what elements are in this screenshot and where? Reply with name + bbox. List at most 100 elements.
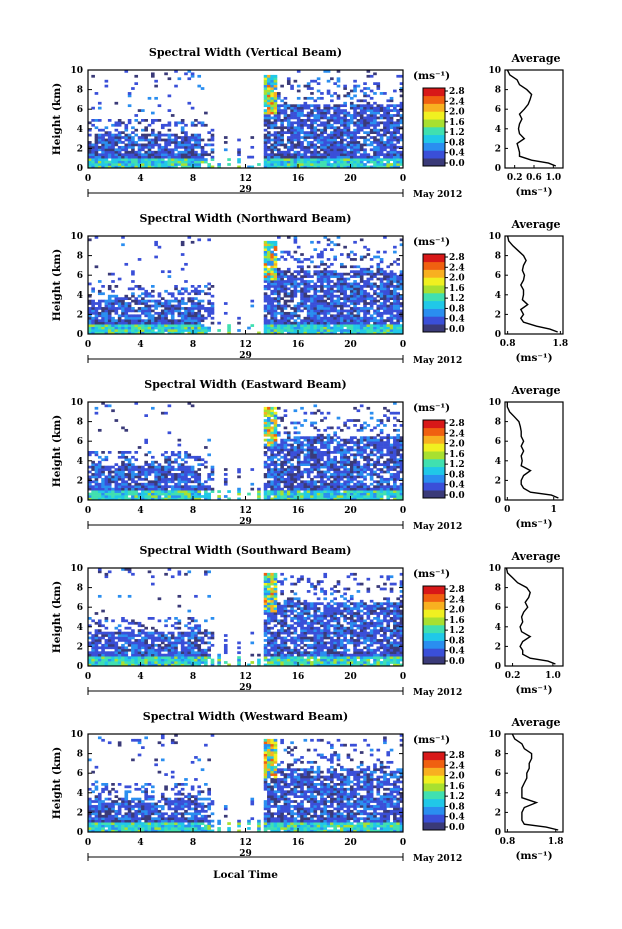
heatmap-cell (293, 492, 298, 496)
heatmap-cell (147, 163, 152, 166)
heatmap-cell (316, 119, 321, 122)
heatmap-cell (393, 245, 397, 249)
heatmap-cell (386, 409, 391, 413)
heatmap-cell (399, 277, 404, 281)
heatmap-cell (104, 326, 109, 330)
heatmap-cell (131, 87, 135, 90)
heatmap-cell (376, 473, 381, 476)
colorbar-tick-label: 2.8 (449, 253, 465, 263)
heatmap-cell (376, 458, 381, 462)
heatmap-cell (184, 158, 188, 161)
heatmap-cell (127, 309, 132, 313)
heatmap-cell (283, 272, 288, 276)
x-tick-label: 4 (137, 340, 143, 350)
heatmap-cell (114, 463, 119, 466)
heatmap-cell (164, 326, 168, 330)
heatmap-cell (313, 106, 318, 110)
heatmap-cell (376, 262, 381, 266)
heatmap-cell (273, 319, 278, 323)
heatmap-cell (320, 163, 324, 166)
heatmap-cell (131, 465, 135, 469)
heatmap-cell (134, 324, 139, 327)
heatmap-cell (114, 148, 119, 152)
heatmap-cell (151, 74, 155, 78)
heatmap-cell (107, 165, 112, 169)
heatmap-cell (270, 138, 274, 142)
heatmap-cell (104, 133, 109, 137)
heatmap-cell (349, 136, 354, 139)
heatmap-cell (353, 468, 357, 471)
heatmap-cell (91, 463, 95, 466)
heatmap-cell (164, 482, 168, 486)
heatmap-cell (336, 104, 341, 108)
heatmap-cell (286, 148, 291, 152)
heatmap-cell (267, 114, 271, 117)
heatmap-cell (363, 99, 367, 103)
heatmap-cell (296, 138, 301, 142)
heatmap-cell (157, 331, 162, 335)
heatmap-cell (326, 272, 331, 276)
heatmap-cell (270, 84, 274, 88)
heatmap-cell (263, 307, 268, 310)
heatmap-cell (333, 302, 337, 305)
heatmap-cell (376, 285, 381, 288)
heatmap-cell (333, 324, 337, 327)
heatmap-cell (111, 133, 115, 137)
heatmap-cell (97, 468, 102, 471)
heatmap-cell (320, 285, 324, 288)
heatmap-cell (91, 311, 95, 315)
heatmap-cell (310, 319, 314, 323)
heatmap-cell (134, 329, 139, 332)
heatmap-cell (127, 297, 132, 300)
heatmap-cell (187, 309, 192, 313)
heatmap-cell (333, 145, 337, 149)
heatmap-cell (336, 131, 341, 134)
heatmap-cell (94, 480, 99, 484)
heatmap-cell (333, 433, 337, 437)
heatmap-cell (180, 136, 185, 139)
heatmap-cell (91, 475, 95, 479)
heatmap-cell (117, 153, 122, 157)
heatmap-cell (353, 289, 357, 293)
heatmap-cell (141, 319, 145, 323)
heatmap-cell (316, 123, 321, 127)
heatmap-cell (389, 119, 394, 122)
heatmap-cell (359, 428, 364, 432)
average-x-label: (ms⁻¹) (515, 186, 552, 198)
colorbar-tick-label: 2.0 (449, 108, 465, 118)
heatmap-cell (310, 302, 314, 305)
heatmap-cell (336, 145, 341, 149)
heatmap-cell (316, 438, 321, 442)
heatmap-cell (343, 490, 347, 493)
heatmap-cell (333, 438, 337, 442)
heatmap-cell (286, 460, 291, 464)
heatmap-cell (270, 443, 274, 447)
heatmap-cell (373, 72, 377, 76)
heatmap-cell (197, 311, 202, 315)
heatmap-cell (263, 304, 268, 308)
heatmap-cell (263, 165, 268, 169)
heatmap-cell (323, 277, 328, 281)
heatmap-cell (273, 321, 278, 325)
heatmap-cell (369, 487, 374, 491)
heatmap-cell (121, 136, 125, 139)
heatmap-cell (263, 245, 268, 249)
heatmap-cell (147, 473, 152, 476)
heatmap-cell (263, 451, 268, 454)
heatmap-cell (190, 470, 195, 474)
heatmap-cell (164, 321, 168, 325)
heatmap-cell (399, 109, 404, 112)
heatmap-cell (316, 104, 321, 108)
heatmap-cell (379, 497, 384, 501)
heatmap-cell (177, 497, 182, 501)
heatmap-cell (306, 321, 311, 325)
heatmap-cell (263, 319, 268, 323)
heatmap-cell (306, 490, 311, 493)
heatmap-cell (303, 463, 308, 466)
heatmap-cell (340, 289, 344, 293)
heatmap-cell (349, 463, 354, 466)
heatmap-cell (207, 309, 211, 313)
heatmap-cell (363, 148, 367, 152)
heatmap-cell (366, 436, 371, 440)
heatmap-cell (107, 473, 112, 476)
